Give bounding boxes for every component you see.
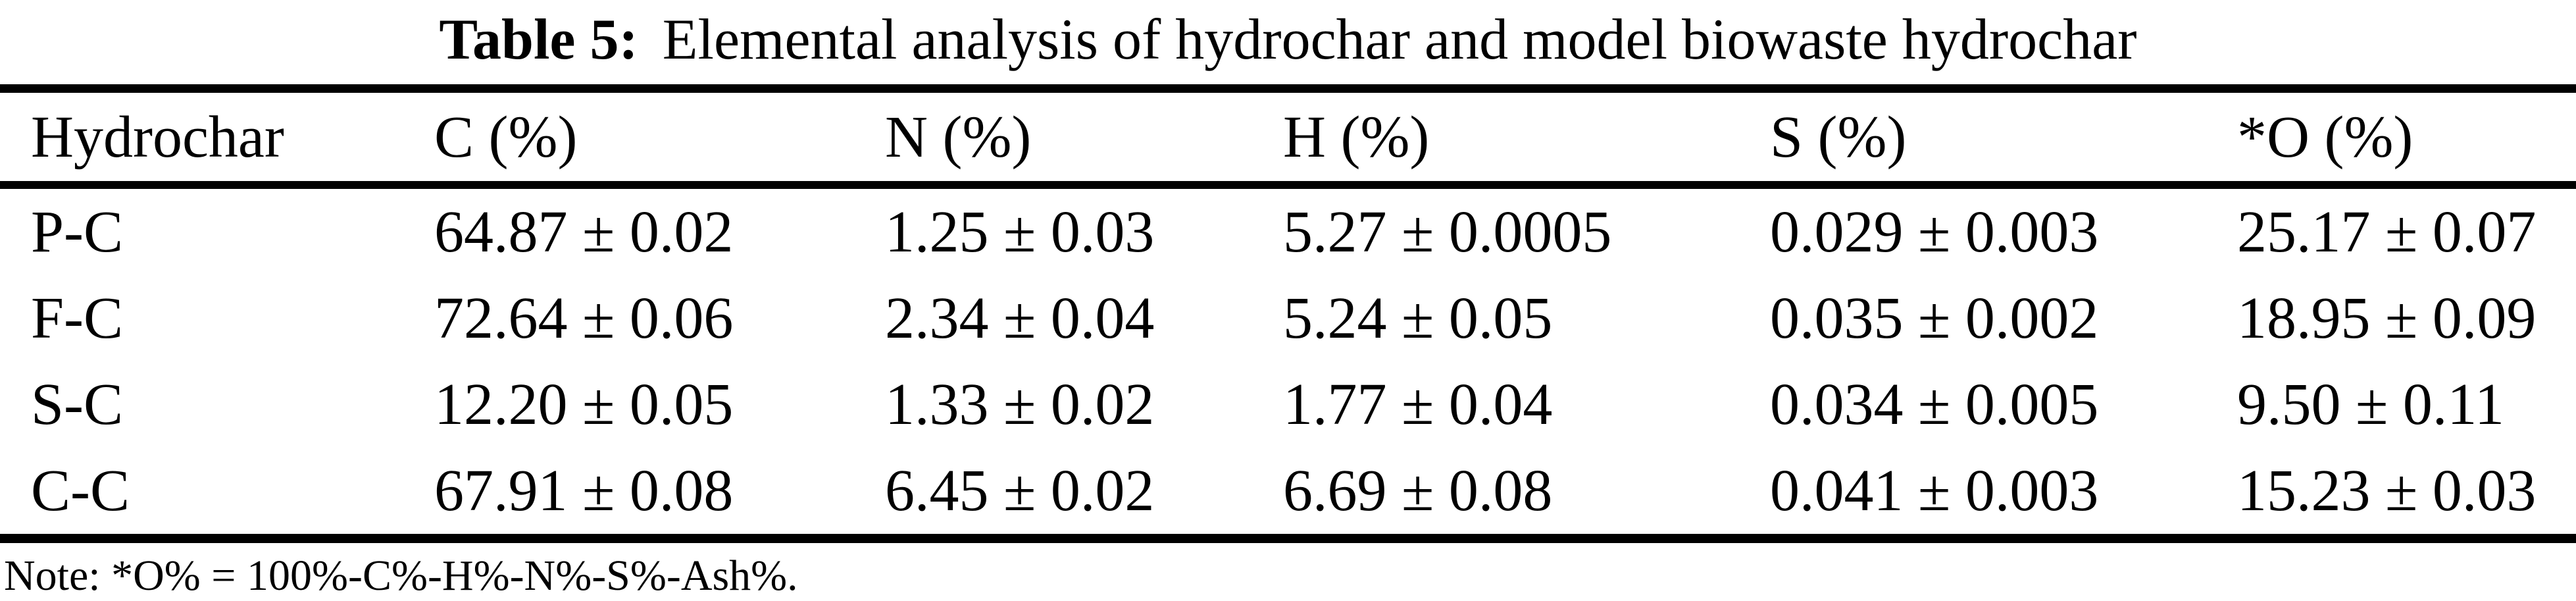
table-cell: 25.17 ± 0.07 [2237, 199, 2537, 265]
table-cell: 1.25 ± 0.03 [885, 199, 1155, 265]
table-mid-rule [0, 181, 2576, 189]
table-row: S-C 12.20 ± 0.05 1.33 ± 0.02 1.77 ± 0.04… [0, 361, 2576, 448]
table-cell: 0.041 ± 0.003 [1770, 458, 2099, 523]
table-cell: 2.34 ± 0.04 [885, 286, 1155, 351]
table-cell: 15.23 ± 0.03 [2237, 458, 2537, 523]
column-header-n: N (%) [885, 104, 1032, 170]
table-cell: 72.64 ± 0.06 [434, 286, 734, 351]
table-cell: 0.029 ± 0.003 [1770, 199, 2099, 265]
table-cell: 67.91 ± 0.08 [434, 458, 734, 523]
table-cell: 9.50 ± 0.11 [2237, 372, 2505, 437]
table-cell: 12.20 ± 0.05 [434, 372, 734, 437]
column-header-o: *O (%) [2237, 104, 2413, 170]
caption-label: Table 5: [439, 8, 638, 72]
caption-text: Elemental analysis of hydrochar and mode… [662, 8, 2137, 72]
table-cell: 18.95 ± 0.09 [2237, 286, 2537, 351]
table-top-rule [0, 84, 2576, 93]
column-header-h: H (%) [1283, 104, 1430, 170]
table-cell: 1.33 ± 0.02 [885, 372, 1155, 437]
table-cell: 5.27 ± 0.0005 [1283, 199, 1612, 265]
row-label: S-C [31, 372, 124, 437]
table-cell: 64.87 ± 0.02 [434, 199, 734, 265]
table-cell: 5.24 ± 0.05 [1283, 286, 1553, 351]
column-header-hydrochar: Hydrochar [31, 104, 284, 170]
table-cell: 6.69 ± 0.08 [1283, 458, 1553, 523]
table-cell: 0.035 ± 0.002 [1770, 286, 2099, 351]
table-cell: 0.034 ± 0.005 [1770, 372, 2099, 437]
table-cell: 6.45 ± 0.02 [885, 458, 1155, 523]
table-note: Note: *O% = 100%-C%-H%-N%-S%-Ash%. [4, 552, 798, 600]
row-label: F-C [31, 286, 124, 351]
row-label: P-C [31, 199, 124, 265]
column-header-s: S (%) [1770, 104, 1907, 170]
table-cell: 1.77 ± 0.04 [1283, 372, 1553, 437]
table-row: P-C 64.87 ± 0.02 1.25 ± 0.03 5.27 ± 0.00… [0, 189, 2576, 275]
table-caption: Table 5: Elemental analysis of hydrochar … [0, 0, 2576, 84]
table-row: F-C 72.64 ± 0.06 2.34 ± 0.04 5.24 ± 0.05… [0, 275, 2576, 361]
row-label: C-C [31, 458, 130, 523]
column-header-c: C (%) [434, 104, 578, 170]
table-header-row: Hydrochar C (%) N (%) H (%) S (%) *O (%) [0, 93, 2576, 181]
table-bottom-rule [0, 534, 2576, 543]
table-row: C-C 67.91 ± 0.08 6.45 ± 0.02 6.69 ± 0.08… [0, 448, 2576, 534]
